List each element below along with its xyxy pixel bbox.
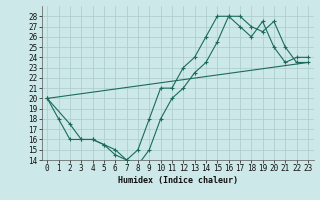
X-axis label: Humidex (Indice chaleur): Humidex (Indice chaleur) [118,176,237,185]
